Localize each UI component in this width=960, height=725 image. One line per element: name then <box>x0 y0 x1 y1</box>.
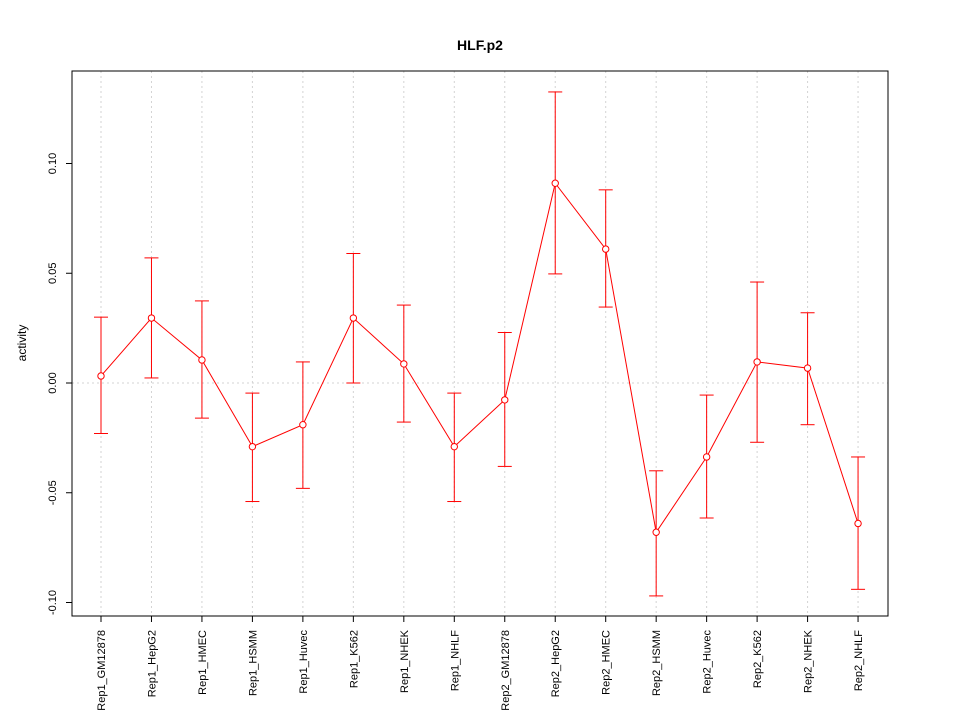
x-tick-label: Rep2_Huvec <box>702 630 714 694</box>
data-point <box>450 442 458 451</box>
data-point <box>501 396 509 404</box>
x-tick-label: Rep2_HMEC <box>601 630 613 695</box>
data-point <box>602 245 610 253</box>
data-point <box>803 364 812 372</box>
data-point <box>248 442 257 451</box>
y-tick-label: -0.10 <box>47 590 59 615</box>
y-axis-label: activity <box>15 325 29 362</box>
data-point <box>400 360 408 368</box>
y-tick-label: 0.10 <box>47 153 59 174</box>
x-tick-label: Rep1_NHLF <box>449 630 461 691</box>
x-tick-label: Rep2_HSMM <box>651 630 663 696</box>
chart-title: HLF.p2 <box>457 37 503 53</box>
x-tick-label: Rep2_NHLF <box>853 630 865 691</box>
data-point <box>551 179 559 187</box>
x-tick-label: Rep1_NHEK <box>399 629 411 693</box>
axes: -0.10 -0.05 0.00 0.05 0.10 Rep1_GM12878 Rep1_H… <box>47 153 865 711</box>
x-tick-label: Rep1_HepG2 <box>146 630 158 697</box>
x-tick-label: Rep1_HMEC <box>197 630 209 695</box>
y-tick-label: -0.05 <box>47 480 59 505</box>
series <box>97 179 862 536</box>
data-point <box>147 314 156 322</box>
data-point <box>198 356 206 364</box>
data-point <box>349 314 358 322</box>
x-tick-label: Rep1_GM12878 <box>96 630 108 711</box>
data-point <box>299 421 307 429</box>
y-tick-label: 0.00 <box>47 372 59 393</box>
x-tick-label: Rep1_Huvec <box>298 630 310 694</box>
data-point <box>97 372 105 380</box>
x-tick-label: Rep1_K562 <box>348 630 360 688</box>
grid <box>72 71 888 616</box>
data-point <box>753 358 761 366</box>
x-tick-label: Rep2_NHEK <box>803 629 815 693</box>
series-line <box>100 182 859 534</box>
data-point <box>652 528 660 536</box>
data-point <box>854 519 862 528</box>
x-tick-label: Rep2_GM12878 <box>500 630 512 711</box>
data-point <box>702 453 711 461</box>
x-tick-label: Rep2_K562 <box>752 630 764 688</box>
y-tick-label: 0.05 <box>47 263 59 284</box>
plot-frame <box>71 70 889 617</box>
error-bars <box>94 91 866 597</box>
x-tick-label: Rep2_HepG2 <box>550 630 562 697</box>
x-tick-label: Rep1_HSMM <box>247 630 259 696</box>
